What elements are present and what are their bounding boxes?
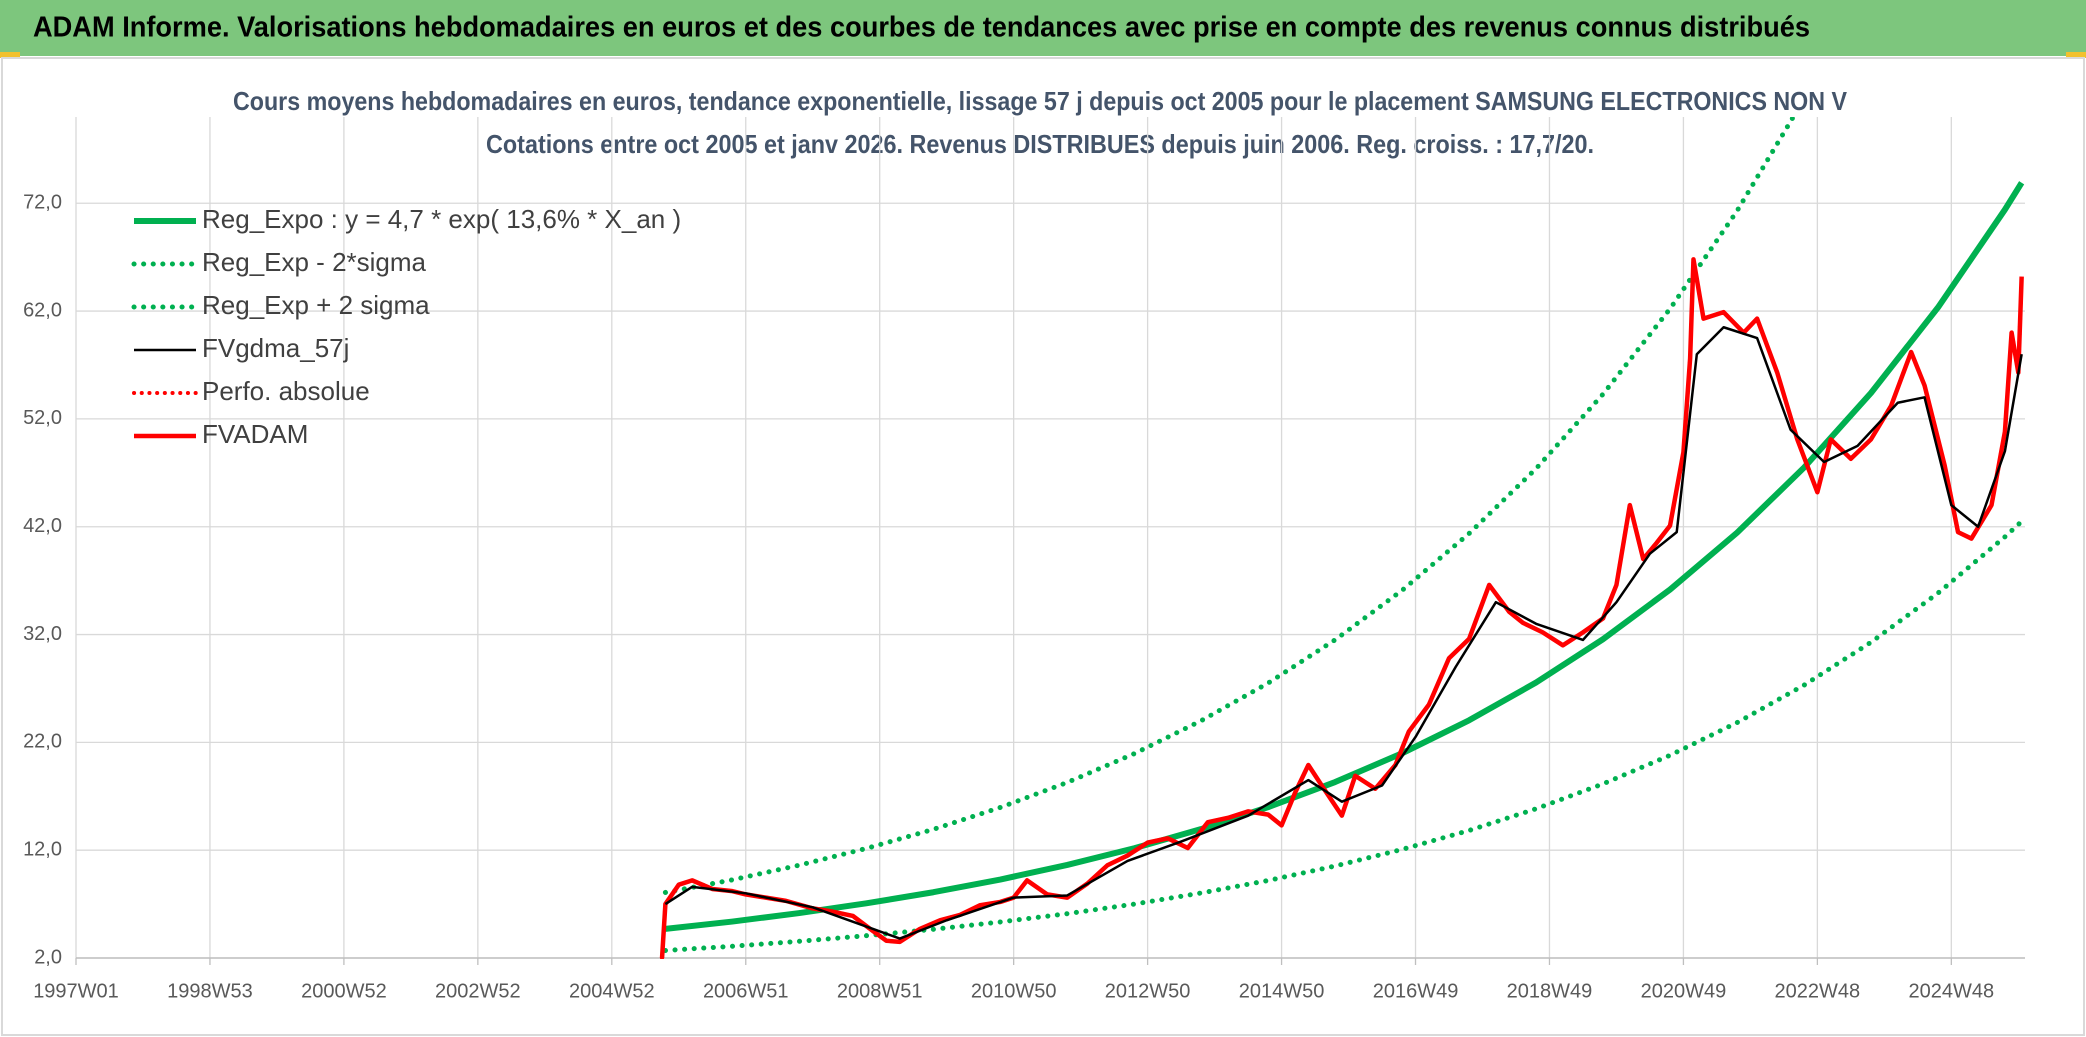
legend: Reg_Expo : y = 4,7 * exp( 13,6% * X_an )… (131, 204, 681, 449)
corner-accent (0, 52, 20, 58)
x-tick-label: 2014W50 (1239, 980, 1325, 1002)
x-tick-label: 2020W49 (1641, 980, 1727, 1002)
y-tick-label: 42,0 (23, 515, 62, 537)
x-tick-label: 2004W52 (569, 980, 655, 1002)
x-tick-label: 2010W50 (971, 980, 1057, 1002)
y-tick-label: 12,0 (23, 838, 62, 860)
x-tick-label: 2002W52 (435, 980, 521, 1002)
plot-area (659, 117, 2025, 959)
page-title: ADAM Informe. Valorisations hebdomadaire… (33, 12, 1810, 44)
x-tick-label: 2012W50 (1105, 980, 1191, 1002)
series-line (662, 117, 1797, 895)
series-line (659, 257, 2024, 959)
y-tick-label: 2,0 (34, 946, 62, 968)
legend-label: FVADAM (202, 419, 308, 449)
legend-label: Reg_Exp - 2*sigma (202, 247, 427, 277)
x-tick-label: 2006W51 (703, 980, 789, 1002)
x-tick-label: 2022W48 (1775, 980, 1861, 1002)
y-tick-label: 72,0 (23, 192, 62, 214)
y-tick-label: 22,0 (23, 731, 62, 753)
header-bar (0, 0, 2086, 56)
chart-frame (1, 57, 2085, 1036)
legend-label: Reg_Exp + 2 sigma (202, 290, 430, 320)
y-tick-label: 32,0 (23, 623, 62, 645)
corner-accent (2066, 52, 2086, 58)
y-tick-label: 62,0 (23, 299, 62, 321)
x-tick-label: 2016W49 (1373, 980, 1459, 1002)
x-tick-label: 2008W51 (837, 980, 923, 1002)
series-line (664, 326, 2023, 940)
x-tick-label: 1997W01 (33, 980, 119, 1002)
x-tick-label: 2000W52 (301, 980, 387, 1002)
legend-label: FVgdma_57j (202, 333, 349, 363)
grid: 2,0 12,0 22,0 32,0 42,0 52,0 62,0 72,0 1997W01 19… (23, 117, 2025, 1002)
series-line (665, 181, 2025, 932)
legend-label: Reg_Expo : y = 4,7 * exp( 13,6% * X_an ) (202, 204, 681, 234)
x-tick-label: 1998W53 (167, 980, 253, 1002)
x-tick-label: 2024W48 (1909, 980, 1995, 1002)
legend-label: Perfo. absolue (202, 376, 370, 406)
chart-subtitle: Cours moyens hebdomadaires en euros, ten… (233, 86, 1848, 116)
y-tick-label: 52,0 (23, 407, 62, 429)
x-tick-label: 2018W49 (1507, 980, 1593, 1002)
series-line (662, 518, 2025, 953)
chart-subtitle: Cotations entre oct 2005 et janv 2026. R… (486, 129, 1594, 159)
